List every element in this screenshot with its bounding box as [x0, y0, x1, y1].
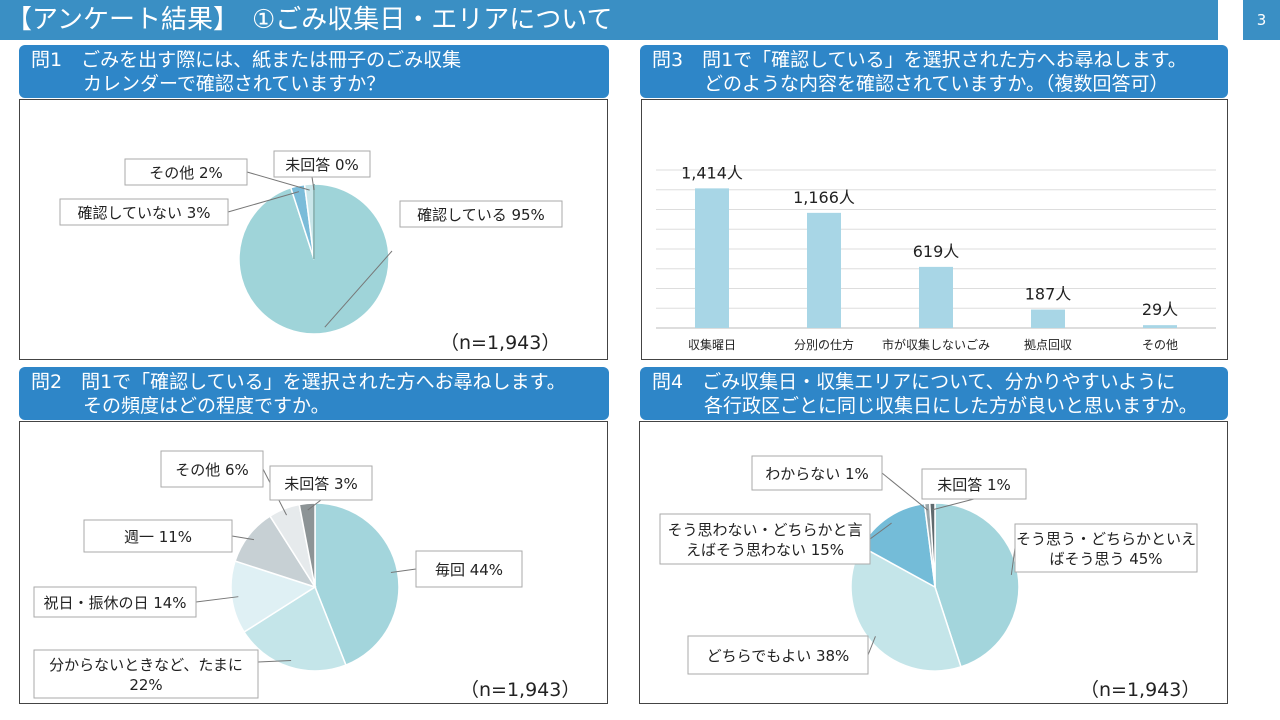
q4-pie-label-box-2 [659, 513, 871, 565]
q3-data-label-0: 1,414人 [681, 163, 743, 182]
q4-pie-slice-1 [850, 545, 962, 672]
question-1-pie-chart: 確認している 95% 確認していない 3% その他 2% 未回答 0% [59, 150, 563, 335]
q4-pie-slice-4 [928, 502, 936, 588]
q2-pie-label-5: 未回答 3% [284, 475, 358, 493]
q2-pie-leader-3 [231, 535, 255, 541]
q2-pie-label-box-4 [160, 450, 264, 488]
q2-pie-label-1-line-0: 分からないときなど、たまに [49, 656, 243, 674]
q4-pie-label-4: 未回答 1% [937, 476, 1011, 494]
question-1-sample-size: （n=1,943） [440, 332, 561, 354]
q1-pie-label-2: その他 2% [149, 164, 223, 182]
question-4-heading-line1: 問4 ごみ収集日・収集エリアについて、分かりやすいように [652, 371, 1176, 393]
q3-category-label-0: 収集曜日 [688, 337, 736, 352]
q2-pie-leader-2 [195, 596, 239, 603]
q1-pie-leader-3 [311, 176, 315, 191]
question-2-heading-line2: その頻度はどの程度ですか。 [83, 395, 330, 417]
q4-pie-label-box-0 [1014, 523, 1198, 573]
q3-bar-1 [807, 212, 841, 328]
q3-bar-4 [1143, 325, 1177, 328]
q4-pie-label-box-1 [687, 635, 869, 675]
q1-pie-label-0: 確認している 95% [417, 206, 545, 224]
q4-pie-leader-4 [932, 498, 975, 511]
q4-pie-leader-3 [881, 472, 929, 511]
question-3-chart-panel: 1,414人収集曜日 1,166人分別の仕方 619人市が収集しないごみ 187人拠点… [641, 99, 1228, 360]
q2-pie-label-2: 祝日・振休の日 14% [43, 594, 186, 612]
q2-pie-leader-1 [257, 659, 292, 663]
q1-pie-label-box-0 [399, 200, 563, 228]
q4-pie-label-0-line-1: ばそう思う 45% [1049, 550, 1162, 568]
q3-data-label-4: 29人 [1142, 300, 1178, 319]
q1-pie-label-1: 確認していない 3% [77, 204, 210, 222]
question-1-heading-line2: カレンダーで確認されていますか？ [83, 73, 386, 95]
page-title: 【アンケート結果】 ①ごみ収集日・エリアについて [0, 0, 1218, 40]
question-2-chart-panel: 毎回 44% 分からないときなど、たまに 22% 祝日・振休の日 14% 週一 11% そ… [19, 421, 608, 704]
q4-pie-label-2-line-0: そう思わない・どちらかと言 [667, 521, 862, 539]
q3-data-label-3: 187人 [1025, 285, 1072, 304]
question-3-heading: 問3 問1で「確認している」を選択された方へお尋ねします。 どのような内容を確認… [640, 45, 1228, 98]
q4-pie-leader-2 [869, 522, 892, 540]
question-2-heading: 問2 問1で「確認している」を選択された方へお尋ねします。 その頻度はどの程度で… [19, 367, 609, 420]
q3-data-label-2: 619人 [913, 242, 960, 261]
q2-pie-leader-0 [390, 568, 417, 574]
question-4-heading: 問4 ごみ収集日・収集エリアについて、分かりやすいように 各行政区ごとに同じ収集… [640, 367, 1228, 420]
q3-category-label-4: その他 [1142, 338, 1178, 352]
q1-pie-leader-0 [324, 250, 393, 328]
q2-pie-label-box-0 [415, 550, 523, 588]
q3-category-label-1: 分別の仕方 [794, 337, 854, 352]
q4-pie-label-box-3 [751, 455, 883, 491]
q4-pie-label-2-line-1: えばそう思わない 15% [686, 541, 844, 559]
q1-pie-label-box-3 [273, 150, 371, 178]
q4-pie-label-0-line-0: そう思う・どちらかといえ [1016, 530, 1196, 548]
q1-pie-label-box-2 [124, 158, 248, 186]
q2-pie-slice-5 [298, 502, 316, 588]
q2-pie-label-1-line-1: 22% [129, 676, 162, 694]
q3-category-label-3: 拠点回収 [1024, 338, 1072, 352]
q4-pie-label-3: わからない 1% [765, 465, 869, 483]
q4-pie-label-1: どちらでもよい 38% [707, 647, 850, 665]
q1-pie-leader-2 [246, 171, 310, 191]
q2-pie-label-box-3 [83, 519, 233, 553]
question-1-heading: 問1 ごみを出す際には、紙または冊子のごみ収集 カレンダーで確認されていますか？ [19, 45, 609, 98]
q2-pie-label-box-5 [269, 465, 373, 501]
q1-pie-leader-1 [227, 191, 300, 213]
q3-bar-3 [1031, 309, 1065, 328]
q2-pie-label-0: 毎回 44% [435, 561, 503, 579]
q1-pie-label-box-1 [59, 198, 229, 226]
q2-pie-label-box-1 [33, 649, 259, 699]
q1-pie-label-3: 未回答 0% [285, 156, 359, 174]
q4-pie-leader-0 [1010, 547, 1016, 575]
question-1-chart-panel: 確認している 95% 確認していない 3% その他 2% 未回答 0% （n=1,94… [19, 99, 608, 360]
question-4-chart-panel: そう思う・どちらかといえ ばそう思う 45% どちらでもよい 38% そう思わない・ど… [639, 421, 1228, 704]
question-3-heading-line2: どのような内容を確認されていますか。（複数回答可） [704, 73, 1169, 95]
q2-pie-leader-5 [307, 499, 322, 511]
q4-pie-slice-0 [934, 502, 1020, 668]
q3-data-label-1: 1,166人 [793, 188, 855, 207]
question-2-sample-size: （n=1,943） [460, 679, 581, 701]
page-number: 3 [1243, 0, 1280, 40]
q2-pie-label-4: その他 6% [175, 461, 249, 479]
q4-pie-leader-1 [867, 636, 876, 656]
question-3-heading-line1: 問3 問1で「確認している」を選択された方へお尋ねします。 [652, 49, 1187, 71]
question-4-sample-size: （n=1,943） [1080, 679, 1201, 701]
q3-bar-2 [919, 266, 953, 328]
question-1-heading-line1: 問1 ごみを出す際には、紙または冊子のごみ収集 [31, 49, 462, 71]
question-2-pie-chart: 毎回 44% 分からないときなど、たまに 22% 祝日・振休の日 14% 週一 11% そ… [33, 450, 523, 699]
question-2-heading-line1: 問2 問1で「確認している」を選択された方へお尋ねします。 [31, 371, 566, 393]
q4-pie-label-box-4 [921, 468, 1027, 500]
q3-bar-0 [695, 188, 729, 328]
q3-category-label-2: 市が収集しないごみ [882, 337, 990, 352]
q2-pie-slice-1 [243, 585, 347, 672]
q2-pie-label-3: 週一 11% [124, 528, 192, 546]
q2-pie-label-box-2 [33, 586, 197, 618]
question-4-heading-line2: 各行政区ごとに同じ収集日にした方が良いと思いますか。 [704, 395, 1198, 417]
